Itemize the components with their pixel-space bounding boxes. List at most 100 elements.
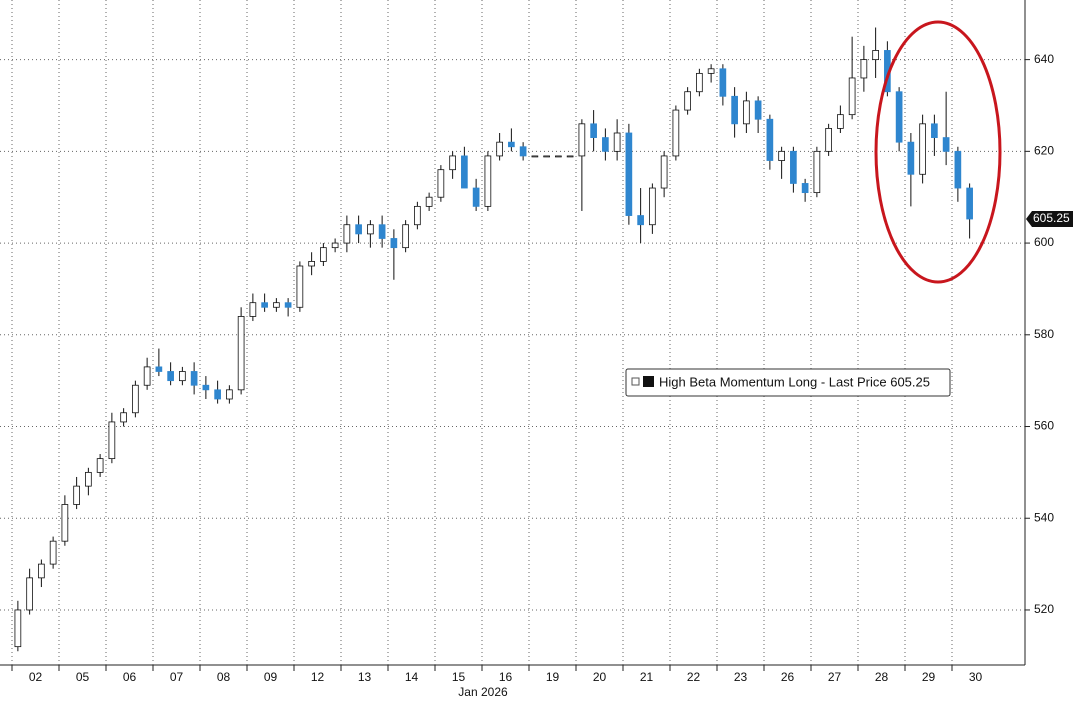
x-tick-label: 21 — [640, 670, 654, 684]
candle-body — [96, 458, 104, 473]
candle-body — [696, 72, 703, 93]
candle-body — [190, 371, 198, 386]
x-tick-label: 22 — [687, 670, 701, 684]
x-tick-label: 07 — [170, 670, 184, 684]
candle-body — [49, 540, 57, 565]
last-price-tag — [1026, 210, 1073, 227]
x-tick-label: 06 — [123, 670, 137, 684]
candle-body — [566, 155, 574, 158]
candle-body — [284, 302, 292, 308]
candle-body — [390, 238, 398, 249]
y-tick-label: 640 — [1034, 52, 1054, 66]
candle-body — [496, 141, 503, 157]
candle-body — [26, 577, 33, 611]
x-tick-label: 28 — [875, 670, 889, 684]
x-tick-label: 16 — [499, 670, 513, 684]
candle-body — [308, 261, 315, 267]
candle-body — [38, 563, 45, 579]
x-tick-label: 02 — [29, 670, 43, 684]
candle-body — [637, 215, 644, 226]
candle-body — [625, 132, 633, 216]
x-tick-label: 12 — [311, 670, 325, 684]
candle-body — [214, 389, 221, 400]
candle-body — [449, 155, 456, 171]
legend-swatch — [643, 376, 654, 387]
candle-body — [331, 242, 339, 249]
y-tick-label: 600 — [1034, 235, 1054, 249]
x-tick-label: 13 — [358, 670, 372, 684]
candle-body — [378, 224, 386, 239]
candle-body — [73, 485, 80, 505]
y-tick-label: 580 — [1034, 327, 1054, 341]
legend-icon — [631, 377, 640, 386]
y-tick-label: 560 — [1034, 419, 1054, 433]
x-tick-label: 30 — [969, 670, 983, 684]
candle-body — [320, 247, 327, 262]
candle-body — [132, 384, 139, 414]
candle-body — [402, 224, 409, 249]
candle-body — [825, 128, 832, 152]
x-tick-label: 19 — [546, 670, 560, 684]
last-price-label: 605.25 — [1033, 211, 1070, 225]
legend: High Beta Momentum Long - Last Price 605… — [625, 368, 951, 397]
x-tick-label: 20 — [593, 670, 607, 684]
candle-body — [602, 137, 609, 152]
candle-body — [155, 366, 163, 372]
candle-body — [543, 155, 550, 158]
candle-body — [531, 155, 539, 158]
candle-body — [296, 265, 304, 308]
candle-body — [954, 150, 962, 189]
candle-body — [848, 77, 856, 116]
candle-body — [684, 91, 691, 111]
candle-body — [120, 412, 127, 423]
candle-body — [813, 150, 821, 194]
candle-body — [519, 146, 527, 157]
y-tick-label: 540 — [1034, 510, 1054, 524]
candle-body — [707, 68, 715, 74]
candle-body — [226, 389, 233, 400]
candle-body — [919, 123, 926, 175]
candle-body — [237, 316, 245, 391]
candle-body — [484, 155, 492, 207]
candle-body — [414, 205, 421, 226]
x-tick-label: 27 — [828, 670, 842, 684]
candle-body — [343, 224, 351, 244]
candle-body — [837, 114, 844, 129]
x-tick-label: 29 — [922, 670, 936, 684]
candle-body — [461, 155, 468, 189]
x-tick-label: 08 — [217, 670, 231, 684]
x-tick-label: 26 — [781, 670, 795, 684]
candle-body — [660, 155, 668, 189]
x-tick-label: 23 — [734, 670, 748, 684]
candle-body — [472, 187, 480, 207]
legend-label: High Beta Momentum Long - Last Price 605… — [659, 374, 930, 389]
candle-body — [942, 137, 950, 152]
candle-body — [719, 68, 727, 97]
y-tick-label: 620 — [1034, 144, 1054, 158]
candle-body — [907, 141, 915, 175]
candle-body — [261, 302, 268, 308]
candle-body — [179, 371, 186, 382]
candle-body — [14, 609, 22, 648]
x-tick-label: 14 — [405, 670, 419, 684]
candle-body — [790, 150, 797, 184]
candle-body — [367, 224, 374, 235]
candle-body — [61, 504, 69, 542]
x-tick-label: 15 — [452, 670, 466, 684]
candle-body — [778, 150, 785, 161]
candle-body — [425, 196, 433, 207]
x-tick-label: 05 — [76, 670, 90, 684]
candle-body — [202, 384, 210, 391]
candle-body — [85, 471, 92, 487]
candle-body — [754, 100, 762, 120]
candle-body — [273, 302, 280, 308]
candle-body — [801, 183, 809, 194]
candle-body — [355, 224, 362, 235]
candle-body — [672, 109, 680, 157]
candle-body — [437, 169, 445, 198]
legend-box — [625, 368, 951, 397]
candle-body — [931, 123, 938, 138]
candle-body — [590, 123, 597, 138]
candle-body — [731, 95, 738, 125]
